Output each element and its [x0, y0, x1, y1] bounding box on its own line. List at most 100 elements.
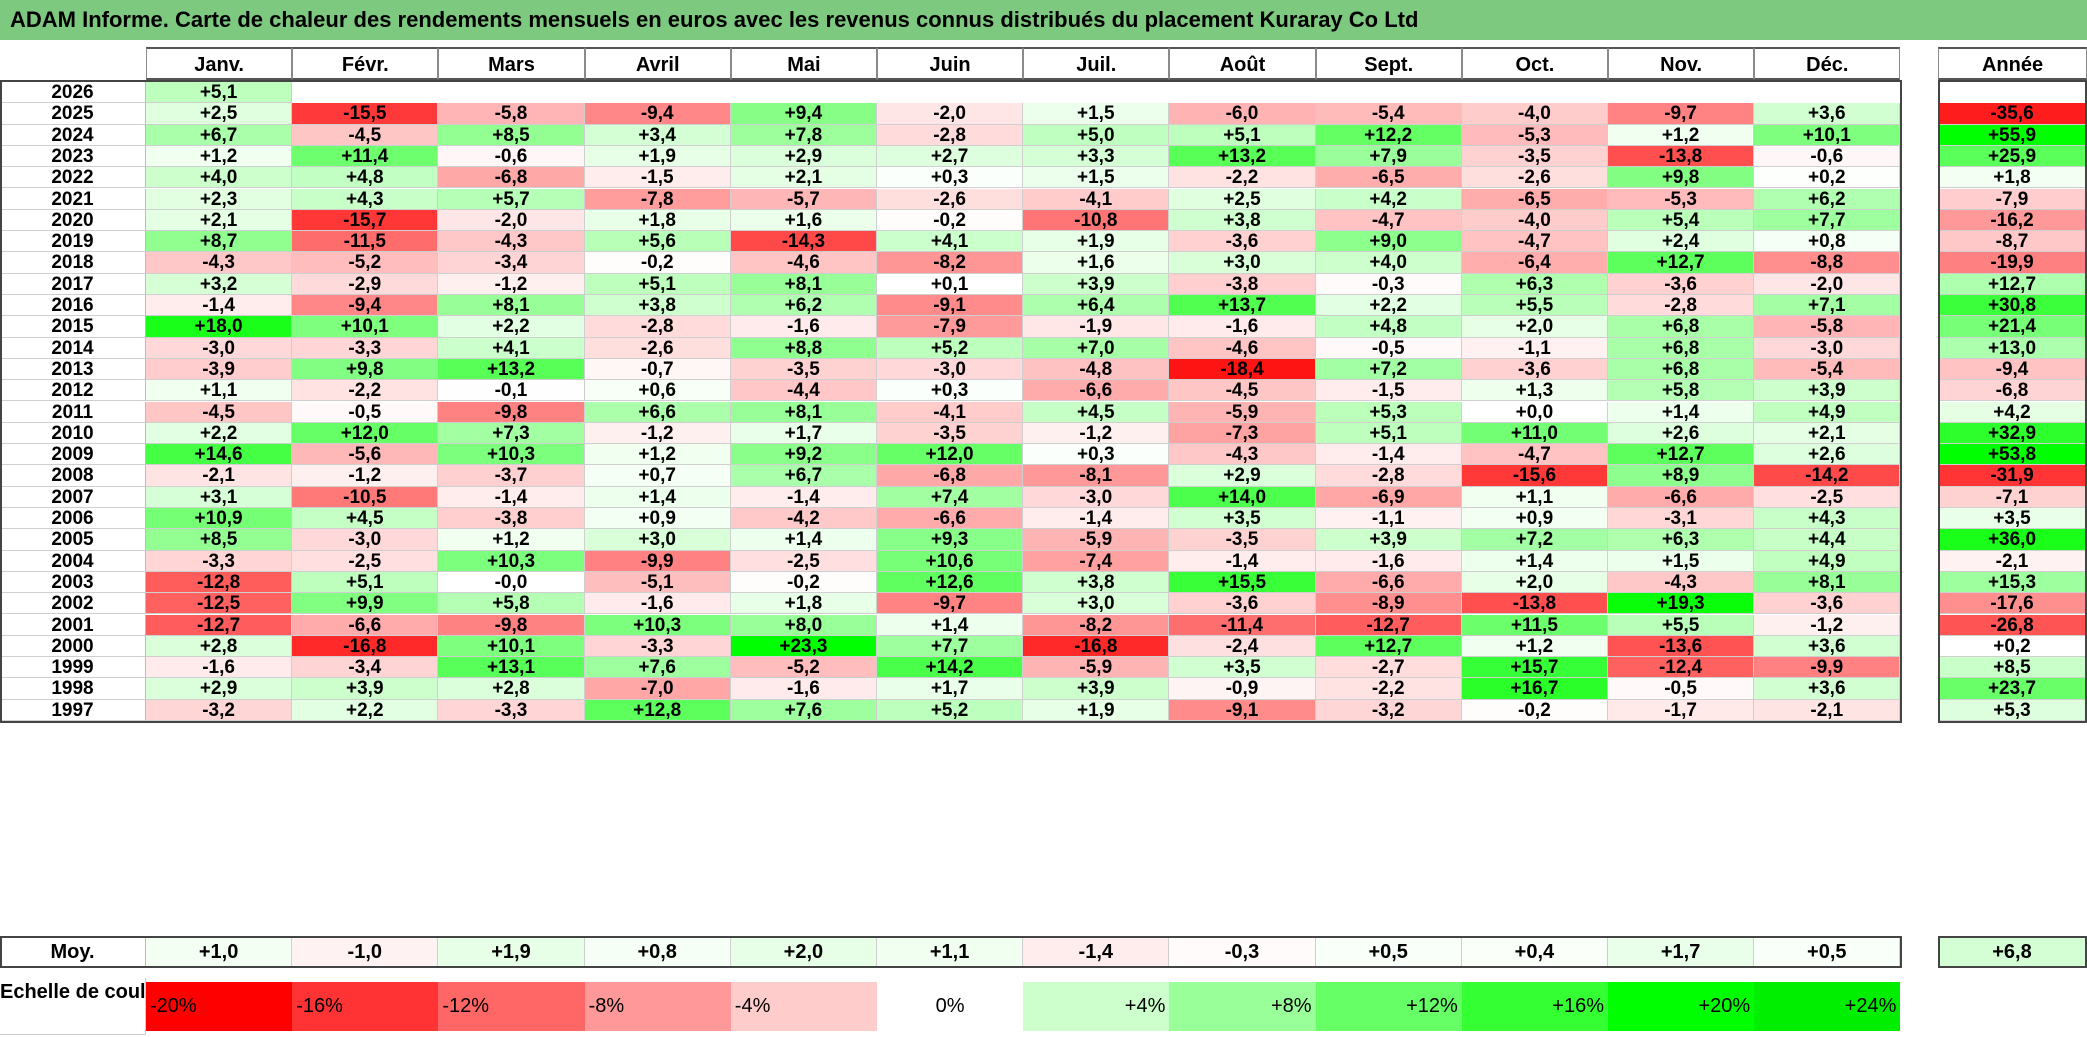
heatmap-cell: -2,0 [877, 103, 1024, 125]
heatmap-cell: +14,0 [1169, 486, 1316, 508]
heatmap-cell: -1,2 [1023, 422, 1170, 445]
heatmap-cell: -2,5 [1754, 486, 1901, 508]
heatmap-cell: -3,2 [146, 699, 293, 721]
heatmap-cell: -12,4 [1608, 657, 1755, 679]
column-header-annual: Année [1938, 47, 2087, 80]
heatmap-cell: -3,6 [1169, 231, 1316, 253]
heatmap-cell: -9,4 [584, 103, 731, 125]
column-header-11: Nov. [1608, 47, 1755, 80]
heatmap-cell: +2,9 [146, 678, 293, 700]
color-scale-swatch: 0% [877, 982, 1024, 1031]
annual-cell: +36,0 [1938, 529, 2087, 551]
annual-cell: +15,3 [1938, 571, 2087, 594]
color-scale-swatch: +4% [1023, 982, 1170, 1031]
heatmap-cell: -6,6 [1315, 571, 1462, 594]
heatmap-cell: +2,2 [1315, 295, 1462, 317]
heatmap-cell: +8,5 [146, 529, 293, 551]
heatmap-cell: -7,0 [584, 678, 731, 700]
heatmap-cell: -7,9 [877, 316, 1024, 338]
column-header-1: Janv. [146, 47, 293, 80]
heatmap-cell: +0,6 [584, 380, 731, 402]
heatmap-cell: -3,7 [438, 465, 585, 487]
heatmap-cell: -3,6 [1754, 593, 1901, 615]
heatmap-cell: -3,9 [146, 358, 293, 381]
heatmap-cell: +4,8 [292, 167, 439, 189]
heatmap-cell: +9,2 [730, 444, 877, 466]
heatmap-cell: +1,2 [1461, 635, 1608, 658]
heatmap-cell: -2,8 [877, 124, 1024, 146]
heatmap-cell: -4,0 [1461, 209, 1608, 232]
column-header-12: Déc. [1754, 47, 1901, 80]
annual-cell: -19,9 [1938, 252, 2087, 274]
heatmap-cell: +1,4 [730, 529, 877, 551]
column-header-9: Sept. [1315, 47, 1462, 80]
heatmap-cell: -9,4 [292, 295, 439, 317]
heatmap-cell: -1,1 [1315, 508, 1462, 530]
heatmap-cell: -2,4 [1169, 635, 1316, 658]
heatmap-cell: -9,9 [584, 550, 731, 572]
heatmap-cell: +2,1 [146, 209, 293, 232]
heatmap-cell: +6,8 [1608, 316, 1755, 338]
row-year-label: 2009 [0, 444, 146, 466]
heatmap-cell: +6,2 [730, 295, 877, 317]
heatmap-cell: +4,9 [1754, 401, 1901, 423]
column-header-3: Mars [438, 47, 585, 80]
heatmap-cell: +2,3 [146, 188, 293, 210]
heatmap-cell: +0,3 [877, 167, 1024, 189]
heatmap-cell: -5,3 [1608, 188, 1755, 210]
heatmap-cell: -6,6 [1023, 380, 1170, 402]
heatmap-cell: -5,2 [292, 252, 439, 274]
heatmap-cell: +18,0 [146, 316, 293, 338]
heatmap-cell: +6,8 [1608, 337, 1755, 359]
heatmap-cell: -1,7 [1608, 699, 1755, 721]
heatmap-cell: -3,3 [292, 337, 439, 359]
heatmap-cell: +12,7 [1608, 252, 1755, 274]
heatmap-cell: -3,0 [292, 529, 439, 551]
heatmap-cell: +1,5 [1023, 167, 1170, 189]
heatmap-cell: -1,6 [1315, 550, 1462, 572]
heatmap-cell: +3,6 [1754, 103, 1901, 125]
heatmap-cell: +8,8 [730, 337, 877, 359]
heatmap-cell: +9,0 [1315, 231, 1462, 253]
annual-cell: -35,6 [1938, 103, 2087, 125]
heatmap-cell: -0,6 [1754, 145, 1901, 168]
heatmap-cell: +1,4 [584, 486, 731, 508]
row-year-label: 2000 [0, 635, 146, 658]
heatmap-cell: +2,5 [1169, 188, 1316, 210]
heatmap-cell: -1,2 [584, 422, 731, 445]
heatmap-cell: +5,2 [877, 337, 1024, 359]
heatmap-cell: +3,9 [1023, 678, 1170, 700]
row-year-label: 2011 [0, 401, 146, 423]
heatmap-cell: +10,1 [438, 635, 585, 658]
heatmap-cell: +6,2 [1754, 188, 1901, 210]
heatmap-cell: -18,4 [1169, 358, 1316, 381]
heatmap-cell: +11,4 [292, 145, 439, 168]
heatmap-cell: +4,5 [292, 508, 439, 530]
heatmap-cell: +3,0 [1023, 593, 1170, 615]
heatmap-cell: +7,0 [1023, 337, 1170, 359]
heatmap-cell: +7,4 [877, 486, 1024, 508]
heatmap-cell: +7,6 [730, 699, 877, 721]
heatmap-cell: +13,2 [1169, 145, 1316, 168]
annual-cell: +13,0 [1938, 337, 2087, 359]
heatmap-cell: +1,2 [438, 529, 585, 551]
heatmap-cell: +4,8 [1315, 316, 1462, 338]
heatmap-cell: +7,7 [877, 635, 1024, 658]
column-header-6: Juin [877, 47, 1024, 80]
heatmap-cell: +7,1 [1754, 295, 1901, 317]
heatmap-cell: -10,8 [1023, 209, 1170, 232]
color-scale-swatch: -20% [146, 982, 293, 1031]
heatmap-cell: -0,2 [1461, 699, 1608, 721]
heatmap-cell: -12,8 [146, 571, 293, 594]
row-year-label: 2013 [0, 358, 146, 381]
heatmap-cell: -15,6 [1461, 465, 1608, 487]
heatmap-cell: -0,0 [438, 571, 585, 594]
row-year-label: 2008 [0, 465, 146, 487]
heatmap-cell: +0,3 [877, 380, 1024, 402]
heatmap-cell: +5,1 [1315, 422, 1462, 445]
row-year-label: 2005 [0, 529, 146, 551]
heatmap-cell: +15,5 [1169, 571, 1316, 594]
heatmap-cell: -16,8 [292, 635, 439, 658]
heatmap-cell: +3,9 [1754, 380, 1901, 402]
annual-cell: +4,2 [1938, 401, 2087, 423]
